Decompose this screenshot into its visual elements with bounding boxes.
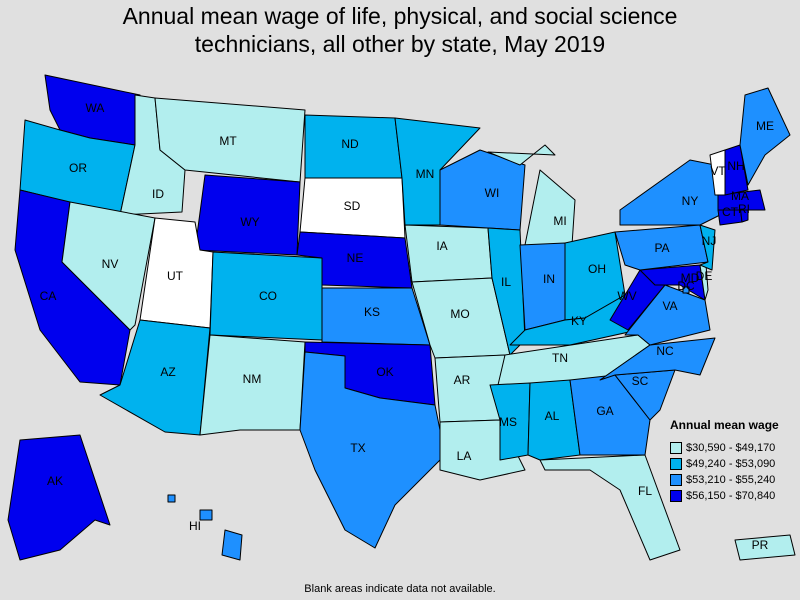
state-label-hi: HI <box>189 519 201 533</box>
state-label-co: CO <box>259 289 277 303</box>
map-title: Annual mean wage of life, physical, and … <box>0 2 800 58</box>
legend-swatch <box>670 442 682 454</box>
legend-label: $56,150 - $70,840 <box>686 490 776 502</box>
title-line-2: technicians, all other by state, May 201… <box>194 31 606 57</box>
state-label-pr: PR <box>752 538 769 552</box>
state-ky <box>509 294 639 346</box>
state-label-sc: SC <box>632 374 649 388</box>
legend-item: $30,590 - $49,170 <box>670 440 800 456</box>
state-label-wy: WY <box>240 215 259 229</box>
state-nv <box>61 201 156 331</box>
legend: Annual mean wage $30,590 - $49,170 $49,2… <box>670 418 800 504</box>
legend-label: $53,210 - $55,240 <box>686 474 776 486</box>
state-label-id: ID <box>152 187 164 201</box>
state-ne <box>296 231 413 289</box>
legend-label: $30,590 - $49,170 <box>686 442 776 454</box>
state-label-al: AL <box>545 409 560 423</box>
state-label-tx: TX <box>350 441 365 455</box>
state-label-ms: MS <box>499 415 517 429</box>
state-label-mo: MO <box>450 307 469 321</box>
state-ny <box>619 159 721 226</box>
state-label-sd: SD <box>344 199 361 213</box>
state-label-ny: NY <box>682 194 699 208</box>
state-label-oh: OH <box>588 262 606 276</box>
state-label-nh: NH <box>727 159 744 173</box>
state-il <box>487 227 526 356</box>
state-label-nd: ND <box>341 137 359 151</box>
state-label-wi: WI <box>485 186 500 200</box>
title-line-1: Annual mean wage of life, physical, and … <box>122 3 678 29</box>
state-dc <box>682 286 690 294</box>
state-label-ia: IA <box>436 239 447 253</box>
state-label-az: AZ <box>160 365 175 379</box>
state-label-ca: CA <box>40 289 57 303</box>
state-label-ak: AK <box>47 474 63 488</box>
state-ia <box>404 224 493 283</box>
state-label-ks: KS <box>364 305 380 319</box>
state-label-il: IL <box>501 275 511 289</box>
state-label-nm: NM <box>243 372 262 386</box>
legend-swatch <box>670 474 682 486</box>
state-label-la: LA <box>457 449 472 463</box>
state-mt <box>154 97 306 183</box>
state-pr <box>734 534 796 561</box>
state-tx <box>299 351 446 549</box>
state-label-wv: WV <box>617 289 636 303</box>
state-label-pa: PA <box>654 241 669 255</box>
state-label-me: ME <box>756 119 774 133</box>
state-ma <box>717 189 766 211</box>
legend-swatch <box>670 490 682 502</box>
state-me <box>739 87 791 186</box>
state-label-de: DE <box>696 269 713 283</box>
state-label-ga: GA <box>596 404 613 418</box>
state-label-or: OR <box>69 161 87 175</box>
state-label-md: MD <box>681 271 700 285</box>
state-pa <box>614 224 709 271</box>
state-label-vt: VT <box>710 164 726 178</box>
state-label-in: IN <box>543 272 555 286</box>
legend-swatch <box>670 458 682 470</box>
state-label-ri: RI <box>738 202 750 216</box>
state-label-tn: TN <box>552 351 568 365</box>
state-label-ok: OK <box>376 365 393 379</box>
state-ak <box>7 434 111 561</box>
state-ms <box>489 382 531 461</box>
legend-item: $49,240 - $53,090 <box>670 456 800 472</box>
legend-item: $53,210 - $55,240 <box>670 472 800 488</box>
state-label-nj: NJ <box>702 234 717 248</box>
state-label-mt: MT <box>219 134 237 148</box>
state-nh <box>724 144 749 196</box>
state-label-ct: CT <box>722 205 739 219</box>
state-in <box>519 242 566 331</box>
state-label-mn: MN <box>416 167 435 181</box>
state-label-ma: MA <box>731 189 749 203</box>
state-label-wa: WA <box>86 101 105 115</box>
state-label-dc: DC <box>677 279 695 293</box>
legend-label: $49,240 - $53,090 <box>686 458 776 470</box>
state-label-ky: KY <box>571 314 587 328</box>
state-label-mi: MI <box>553 214 566 228</box>
state-label-fl: FL <box>638 484 652 498</box>
state-nj <box>699 224 716 271</box>
state-label-nc: NC <box>656 344 674 358</box>
legend-title: Annual mean wage <box>670 418 779 432</box>
state-label-ne: NE <box>347 251 364 265</box>
state-label-ar: AR <box>454 373 471 387</box>
state-nm <box>199 334 306 436</box>
legend-item: $56,150 - $70,840 <box>670 488 800 504</box>
state-label-va: VA <box>662 299 677 313</box>
state-md <box>639 264 706 301</box>
state-hi <box>167 494 243 561</box>
state-label-ut: UT <box>167 269 184 283</box>
state-fl <box>539 454 681 561</box>
state-label-nv: NV <box>102 257 119 271</box>
data-note: Blank areas indicate data not available. <box>304 583 496 595</box>
state-al <box>527 379 581 461</box>
